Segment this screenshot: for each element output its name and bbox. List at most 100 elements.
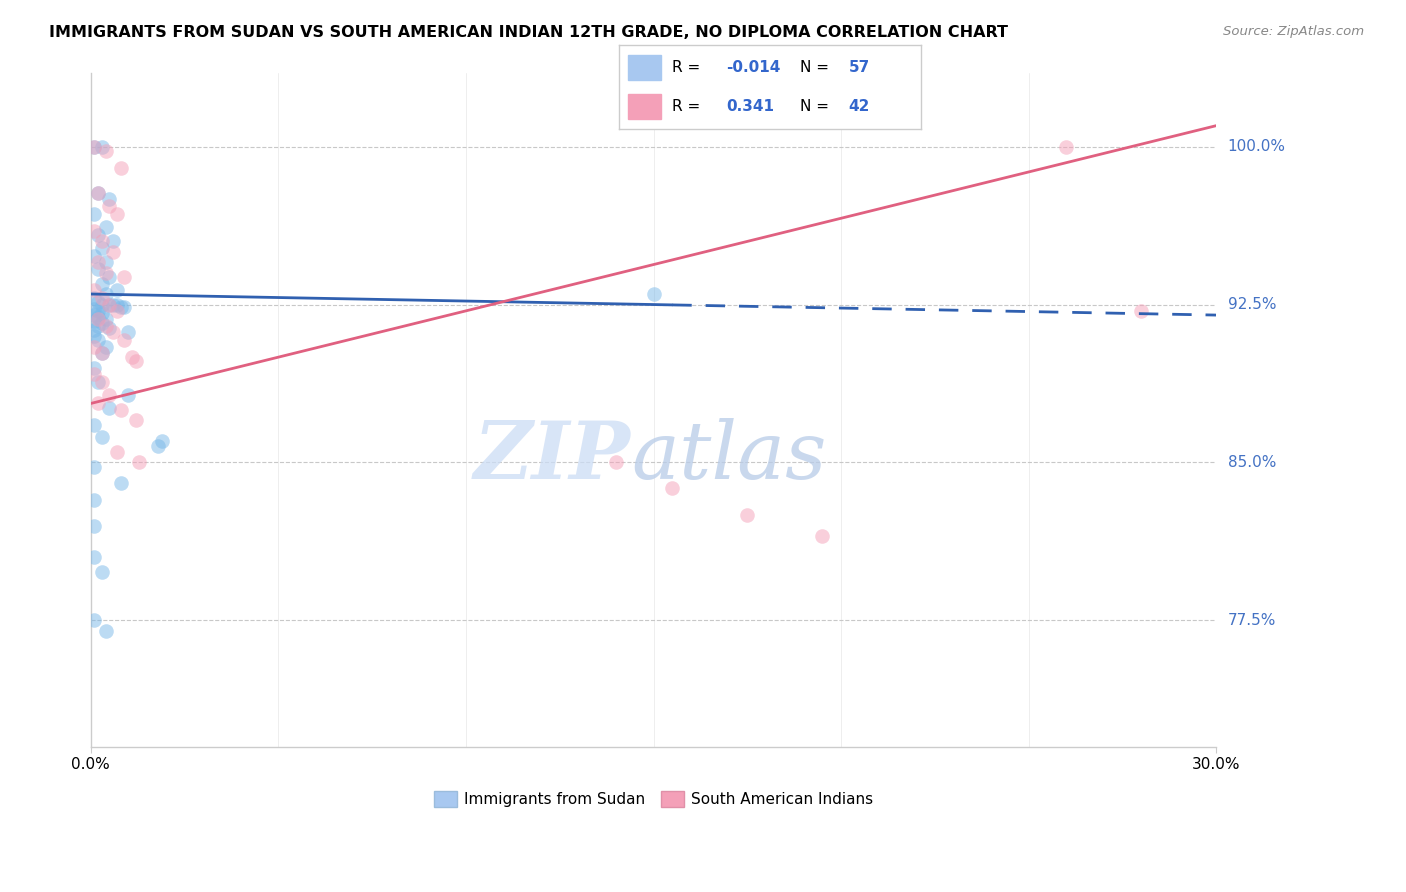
Point [83, 459, 105, 474]
Point [90, 430, 112, 444]
Bar [627, 94, 661, 120]
Point [105, 304, 128, 318]
Point [83, 550, 105, 565]
Point [90, 376, 112, 390]
Point [94, 255, 117, 269]
Point [98, 199, 121, 213]
Point [110, 300, 132, 314]
Point [101, 235, 124, 249]
Point [90, 241, 112, 255]
Point [112, 334, 135, 348]
Point [110, 476, 132, 491]
Text: -0.014: -0.014 [725, 60, 780, 75]
Point [128, 455, 150, 469]
Point [1130, 304, 1153, 318]
Point [105, 283, 128, 297]
Point [90, 291, 112, 305]
Text: R =: R = [672, 99, 704, 114]
Point [87, 304, 110, 318]
Point [643, 287, 665, 301]
Point [101, 325, 124, 339]
Point [605, 455, 627, 469]
Point [737, 508, 759, 522]
Point [112, 300, 135, 314]
Point [83, 493, 105, 508]
Point [87, 295, 110, 310]
Point [83, 340, 105, 354]
Text: 57: 57 [848, 60, 870, 75]
Text: 0.341: 0.341 [725, 99, 773, 114]
Point [124, 413, 146, 427]
Point [83, 139, 105, 153]
Text: N =: N = [800, 99, 834, 114]
Point [98, 270, 121, 285]
Text: 42: 42 [848, 99, 870, 114]
Point [90, 297, 112, 311]
Point [83, 207, 105, 221]
Point [83, 314, 105, 328]
Point [98, 192, 121, 206]
Point [811, 529, 834, 543]
Text: 100.0%: 100.0% [1227, 139, 1285, 154]
Point [83, 613, 105, 627]
Point [94, 144, 117, 158]
Point [87, 310, 110, 325]
Point [105, 297, 128, 311]
Point [90, 317, 112, 331]
Point [94, 287, 117, 301]
Point [87, 255, 110, 269]
Point [661, 481, 683, 495]
Point [94, 340, 117, 354]
Point [146, 439, 169, 453]
Text: N =: N = [800, 60, 834, 75]
Point [87, 334, 110, 348]
Point [87, 396, 110, 410]
Text: 77.5%: 77.5% [1227, 613, 1275, 628]
Point [90, 306, 112, 320]
Point [101, 297, 124, 311]
Point [83, 291, 105, 305]
Point [150, 434, 173, 449]
Point [83, 518, 105, 533]
Point [83, 301, 105, 316]
Point [83, 224, 105, 238]
Point [83, 367, 105, 381]
Point [83, 329, 105, 343]
Text: IMMIGRANTS FROM SUDAN VS SOUTH AMERICAN INDIAN 12TH GRADE, NO DIPLOMA CORRELATIO: IMMIGRANTS FROM SUDAN VS SOUTH AMERICAN … [49, 25, 1008, 40]
Point [98, 388, 121, 402]
Point [83, 249, 105, 263]
Point [110, 402, 132, 417]
Point [112, 270, 135, 285]
Point [83, 417, 105, 432]
Point [124, 354, 146, 368]
Point [90, 235, 112, 249]
Point [90, 346, 112, 360]
Point [90, 277, 112, 291]
Point [94, 312, 117, 326]
Text: Source: ZipAtlas.com: Source: ZipAtlas.com [1223, 25, 1364, 38]
Point [98, 320, 121, 334]
Point [121, 350, 143, 364]
Point [117, 325, 139, 339]
Point [87, 312, 110, 326]
Point [110, 161, 132, 175]
Bar [627, 54, 661, 80]
Point [94, 624, 117, 638]
Point [117, 388, 139, 402]
Point [83, 323, 105, 337]
Text: ZIP: ZIP [474, 418, 631, 496]
Point [98, 297, 121, 311]
Point [87, 186, 110, 200]
Point [94, 219, 117, 234]
Point [83, 308, 105, 322]
Point [98, 401, 121, 415]
Point [98, 297, 121, 311]
Point [83, 360, 105, 375]
Text: 92.5%: 92.5% [1227, 297, 1277, 312]
Point [105, 445, 128, 459]
Point [90, 565, 112, 579]
Point [90, 139, 112, 153]
Point [1054, 139, 1077, 153]
Point [90, 346, 112, 360]
Text: 85.0%: 85.0% [1227, 455, 1275, 470]
